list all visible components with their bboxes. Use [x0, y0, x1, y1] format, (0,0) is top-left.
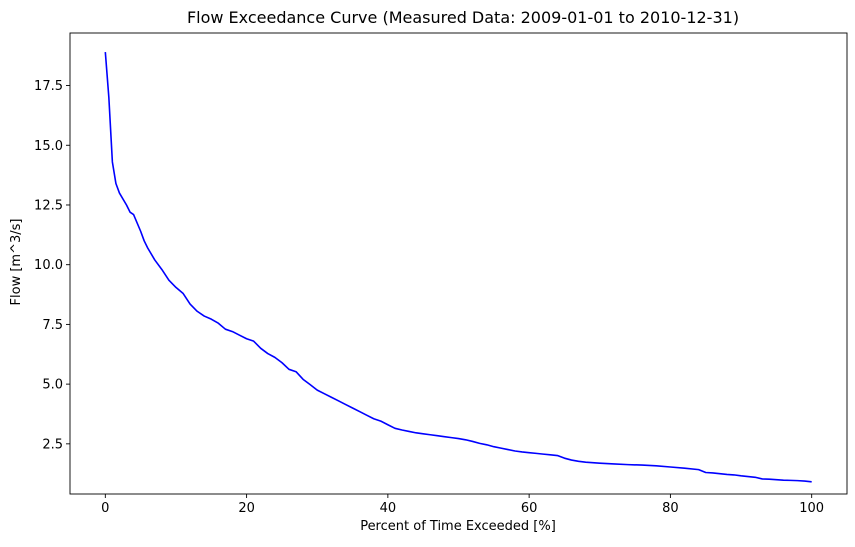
y-tick-label: 12.5 [34, 198, 63, 213]
x-tick-label: 0 [101, 501, 109, 516]
chart-title: Flow Exceedance Curve (Measured Data: 20… [187, 8, 739, 27]
y-tick-label: 2.5 [42, 437, 63, 452]
y-tick-label: 5.0 [42, 378, 63, 393]
y-axis-title: Flow [m^3/s] [9, 219, 24, 306]
x-axis-title: Percent of Time Exceeded [%] [360, 519, 556, 534]
y-tick-label: 15.0 [34, 139, 63, 154]
series-line-0 [104, 52, 812, 483]
plot-area: 0 20 40 60 80 100 2.5 5.0 7.5 10.0 12.5 15.0 17.5 [34, 32, 848, 516]
x-tick-label: 20 [238, 501, 255, 516]
axes-frame [69, 32, 848, 495]
x-tick-label: 60 [521, 501, 538, 516]
x-tick-label: 40 [380, 501, 397, 516]
x-tick-label: 80 [662, 501, 679, 516]
y-tick-label: 17.5 [34, 79, 63, 94]
y-tick-label: 10.0 [34, 258, 63, 273]
y-tick-label: 7.5 [42, 318, 63, 333]
x-tick-label: 100 [799, 501, 824, 516]
